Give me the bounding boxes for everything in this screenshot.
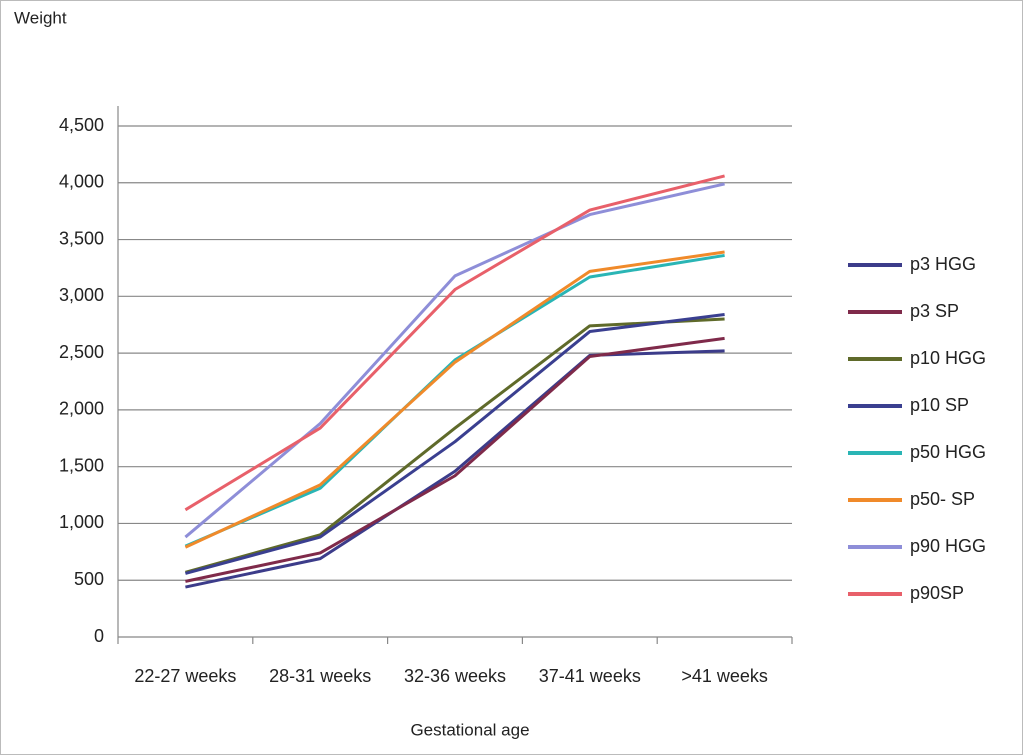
x-tick-label: >41 weeks [681,666,768,686]
series-line [184,174,725,512]
legend-label: p3 HGG [910,254,976,274]
legend-label: p10 SP [910,395,969,415]
y-tick-label: 4,000 [59,172,104,192]
y-tick-label: 2,000 [59,399,104,419]
series-line [185,313,725,575]
legend-label: p90 HGG [910,536,986,556]
series-line [185,349,725,589]
series-line [184,317,725,574]
x-tick-label: 28-31 weeks [269,666,371,686]
legend-label: p50 HGG [910,442,986,462]
y-tick-label: 0 [94,626,104,646]
x-axis-label: Gestational age [410,720,529,739]
series-line [184,250,725,549]
y-tick-label: 500 [74,569,104,589]
y-tick-label: 3,500 [59,228,104,248]
x-tick-label: 22-27 weeks [134,666,236,686]
series-line [184,253,725,548]
y-axis-label: Weight [14,8,67,27]
y-tick-label: 3,000 [59,285,104,305]
y-tick-label: 2,500 [59,342,104,362]
legend-label: p90SP [910,583,964,603]
legend-label: p50- SP [910,489,975,509]
series-line [185,336,725,583]
y-tick-label: 1,000 [59,512,104,532]
x-tick-label: 32-36 weeks [404,666,506,686]
x-tick-label: 37-41 weeks [539,666,641,686]
y-tick-label: 1,500 [59,455,104,475]
legend-label: p10 HGG [910,348,986,368]
legend-label: p3 SP [910,301,959,321]
y-tick-label: 4,500 [59,115,104,135]
series-line [184,182,725,539]
